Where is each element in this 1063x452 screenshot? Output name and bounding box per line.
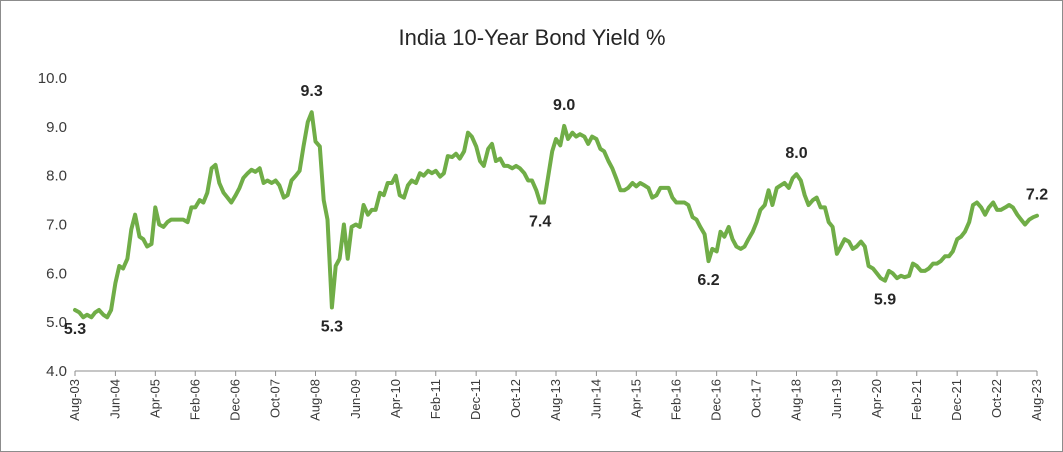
y-axis-ticks: 4.0 5.0 6.0 7.0 8.0 9.0 10.0 bbox=[38, 70, 67, 380]
x-tick-label: Apr-15 bbox=[628, 379, 643, 418]
y-tick-label: 10.0 bbox=[38, 70, 67, 87]
x-tick-label: Feb-06 bbox=[187, 379, 202, 420]
y-tick-label: 6.0 bbox=[46, 265, 67, 282]
y-tick-label: 8.0 bbox=[46, 168, 67, 185]
data-label: 9.3 bbox=[301, 83, 323, 100]
x-tick-label: Apr-05 bbox=[147, 379, 162, 418]
x-tick-label: Jun-09 bbox=[348, 379, 363, 419]
data-label: 5.9 bbox=[874, 292, 896, 309]
x-tick-label: Dec-21 bbox=[949, 379, 964, 421]
x-tick-label: Dec-16 bbox=[709, 379, 724, 421]
x-tick-label: Jun-04 bbox=[107, 379, 122, 419]
y-tick-label: 9.0 bbox=[46, 119, 67, 136]
x-tick-label: Oct-07 bbox=[268, 379, 283, 418]
data-labels: 5.3 9.3 5.3 7.4 9.0 6.2 8.0 5.9 7.2 bbox=[64, 83, 1048, 338]
x-tick-label: Aug-18 bbox=[789, 379, 804, 421]
x-tick-label: Dec-06 bbox=[228, 379, 243, 421]
x-tick-label: Apr-20 bbox=[869, 379, 884, 418]
x-tick-label: Oct-12 bbox=[508, 379, 523, 418]
data-label: 6.2 bbox=[697, 272, 719, 289]
data-label: 5.3 bbox=[321, 319, 343, 336]
x-tick-label: Jun-14 bbox=[588, 379, 603, 419]
data-label: 9.0 bbox=[553, 97, 575, 114]
data-label: 7.4 bbox=[529, 214, 551, 231]
data-label: 7.2 bbox=[1026, 187, 1048, 204]
x-tick-label: Feb-11 bbox=[428, 379, 443, 419]
data-label: 5.3 bbox=[64, 321, 86, 338]
x-tick-label: Oct-22 bbox=[989, 379, 1004, 418]
data-label: 8.0 bbox=[785, 145, 807, 162]
x-tick-label: Feb-16 bbox=[668, 379, 683, 420]
series-layer bbox=[73, 110, 1039, 320]
chart-title: India 10-Year Bond Yield % bbox=[398, 25, 665, 50]
y-tick-label: 7.0 bbox=[46, 217, 67, 234]
x-tick-label: Apr-10 bbox=[388, 379, 403, 418]
y-tick-label: 5.0 bbox=[46, 314, 67, 331]
x-tick-label: Aug-08 bbox=[308, 379, 323, 421]
x-tick-label: Aug-13 bbox=[548, 379, 563, 421]
x-tick-label: Oct-17 bbox=[749, 379, 764, 418]
x-tick-label: Feb-21 bbox=[909, 379, 924, 420]
y-tick-label: 4.0 bbox=[46, 363, 67, 380]
x-tick-label: Aug-23 bbox=[1029, 379, 1044, 421]
x-tick-label: Dec-11 bbox=[468, 379, 483, 420]
x-axis-ticks: Aug-03 Jun-04 Apr-05 Feb-06 Dec-06 Oct-07 Aug-… bbox=[67, 371, 1044, 421]
x-tick-label: Jun-19 bbox=[829, 379, 844, 419]
series-line bbox=[73, 110, 1039, 320]
x-tick-label: Aug-03 bbox=[67, 379, 82, 421]
